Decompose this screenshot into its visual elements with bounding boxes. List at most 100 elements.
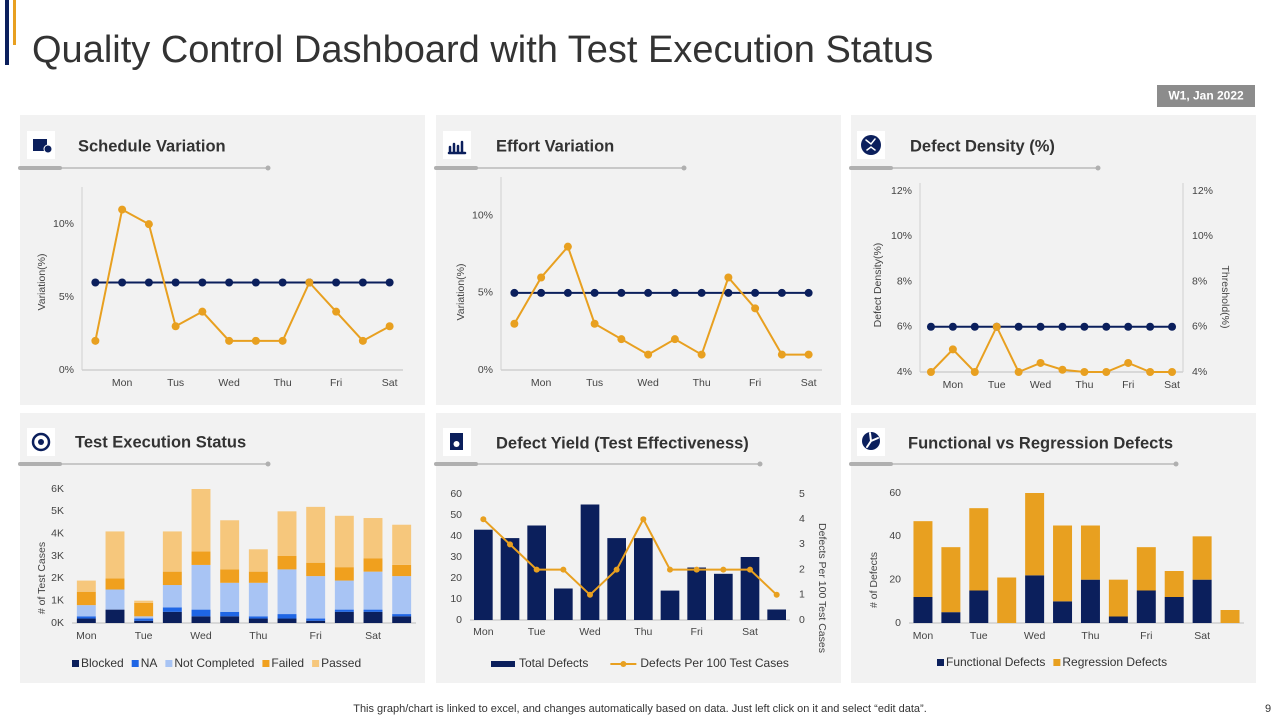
y-tick-label: 5K — [51, 505, 64, 517]
panel-headers — [18, 131, 1179, 467]
marker — [332, 278, 341, 287]
x-tick-label: Sat — [382, 377, 398, 389]
marker — [533, 566, 540, 573]
marker — [644, 350, 653, 359]
y2-tick-label: 4% — [1192, 366, 1207, 378]
y2-tick-label: 2 — [799, 563, 805, 575]
marker — [510, 288, 519, 297]
title-underline — [1095, 165, 1101, 171]
legend-swatch — [262, 660, 270, 667]
marker — [251, 278, 260, 287]
y2-tick-label: 4 — [799, 513, 805, 525]
bar — [220, 616, 240, 623]
x-tick-label: Wed — [637, 377, 659, 389]
y-tick-label: 20 — [450, 572, 462, 584]
marker — [251, 336, 260, 345]
marker — [1058, 365, 1067, 374]
bar — [76, 580, 96, 592]
marker — [617, 288, 626, 297]
marker — [1124, 358, 1133, 367]
legend-label: Failed — [271, 656, 304, 670]
marker — [670, 335, 679, 344]
x-tick-label: Mon — [76, 630, 97, 642]
marker — [537, 273, 546, 282]
marker — [926, 368, 935, 376]
marker — [587, 591, 593, 598]
y2-tick-label: 1 — [799, 589, 805, 601]
date-badge — [1157, 85, 1255, 107]
bar — [76, 591, 96, 606]
y-tick-label: 0% — [478, 364, 493, 376]
bar — [660, 590, 680, 620]
bar — [248, 549, 268, 572]
bar — [306, 618, 326, 621]
marker — [697, 288, 706, 297]
x-tick-label: Thu — [634, 626, 652, 638]
bar — [1164, 571, 1184, 597]
bar — [634, 538, 653, 620]
y-tick-label: 0K — [51, 617, 64, 629]
y2-tick-label: 3 — [799, 538, 805, 550]
bar — [1080, 525, 1100, 580]
bar — [105, 578, 125, 590]
title-underline — [265, 165, 271, 171]
x-tick-label: Sat — [801, 377, 817, 389]
marker — [118, 205, 127, 214]
bar — [1025, 575, 1045, 623]
legend-label: Passed — [321, 656, 361, 670]
panel — [436, 115, 841, 405]
x-tick-label: Thu — [1081, 630, 1099, 642]
y2-tick-label: 12% — [1192, 185, 1213, 197]
x-tick-label: Sat — [742, 626, 758, 638]
bar — [277, 511, 297, 556]
x-tick-label: Sat — [1194, 630, 1210, 642]
marker — [777, 288, 786, 297]
bar — [134, 618, 154, 621]
marker — [1168, 322, 1177, 331]
bar — [248, 571, 268, 583]
legend-label: Regression Defects — [1062, 655, 1167, 669]
panel-title: Test Execution Status — [75, 433, 246, 451]
x-tick-label: Mon — [473, 626, 494, 638]
marker — [171, 322, 180, 331]
bar — [997, 577, 1017, 623]
marker — [1102, 368, 1111, 376]
y-tick-label: 20 — [889, 573, 901, 585]
bar — [162, 571, 182, 586]
marker — [992, 322, 1001, 331]
bar — [162, 531, 182, 572]
y-tick-label: 4% — [897, 366, 912, 378]
bar — [941, 547, 961, 613]
marker — [91, 336, 100, 345]
marker — [613, 566, 620, 573]
marker — [332, 307, 341, 316]
x-tick-label: Wed — [1024, 630, 1046, 642]
legend-swatch — [937, 659, 944, 666]
panel — [851, 115, 1256, 405]
icon — [861, 135, 881, 155]
bar — [277, 569, 297, 615]
marker — [670, 288, 679, 297]
marker — [91, 278, 100, 287]
y-tick-label: 30 — [450, 551, 462, 563]
marker — [118, 278, 127, 287]
marker — [1014, 322, 1023, 331]
y-tick-label: 10% — [53, 218, 74, 230]
bar — [1080, 579, 1100, 623]
bar — [220, 569, 240, 583]
marker — [1036, 358, 1045, 367]
bar — [191, 616, 211, 623]
marker — [1080, 322, 1089, 331]
bar — [363, 558, 383, 572]
marker — [667, 566, 673, 573]
bar — [277, 556, 297, 570]
title-underline — [1173, 461, 1179, 467]
bar — [363, 571, 383, 610]
y-tick-label: 6% — [897, 321, 912, 333]
marker — [751, 288, 760, 297]
bar — [500, 538, 520, 620]
marker — [563, 242, 572, 251]
y-tick-label: 3K — [51, 550, 64, 562]
marker — [278, 336, 287, 345]
bar — [248, 618, 268, 623]
